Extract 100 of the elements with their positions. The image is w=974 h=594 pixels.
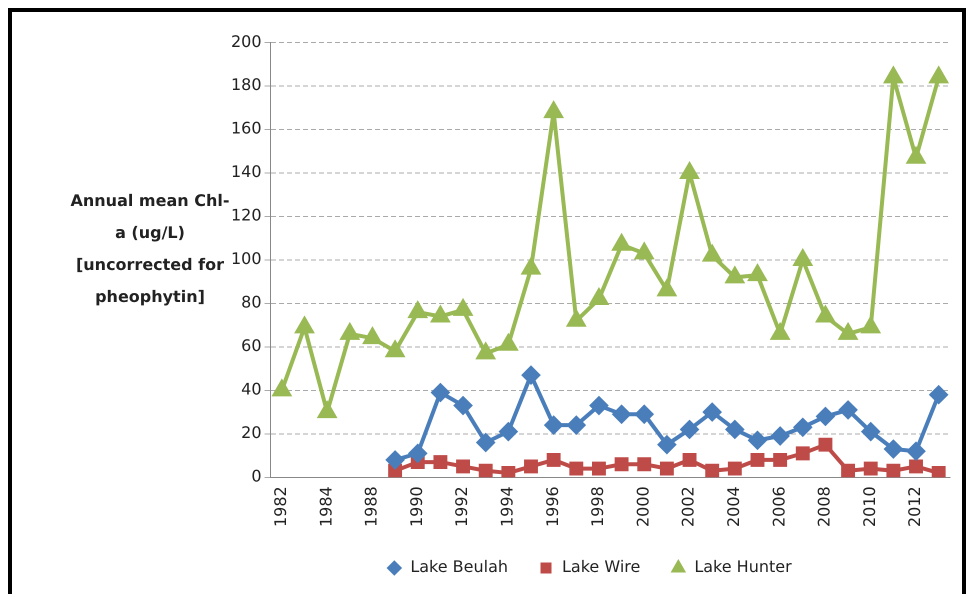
point	[682, 452, 696, 467]
point	[886, 464, 900, 478]
point	[635, 243, 654, 260]
point	[296, 317, 314, 334]
point	[703, 246, 722, 262]
point	[408, 302, 427, 318]
point	[612, 405, 631, 424]
point	[340, 324, 359, 340]
point	[862, 422, 880, 441]
point	[728, 462, 742, 476]
point	[614, 457, 629, 472]
x-tick-label: 2000	[633, 486, 652, 527]
x-tick-label: 1990	[406, 486, 426, 527]
point	[839, 400, 858, 419]
point	[272, 380, 291, 396]
point	[818, 438, 832, 452]
point	[864, 462, 878, 476]
point	[590, 396, 608, 415]
point	[816, 407, 834, 426]
point	[771, 324, 790, 340]
point	[907, 442, 926, 460]
y-tick-label: 120	[230, 206, 262, 225]
point	[839, 324, 858, 340]
x-tick-label: 1994	[498, 486, 517, 527]
point	[816, 306, 834, 322]
point	[569, 462, 584, 476]
point	[524, 459, 538, 474]
point	[522, 366, 540, 384]
point	[680, 163, 698, 180]
y-tick-label: 20	[241, 422, 262, 442]
x-tick-label: 1988	[362, 486, 381, 527]
x-tick-label: 1984	[316, 486, 336, 527]
point	[680, 420, 699, 438]
x-tick-label: 2012	[905, 486, 924, 527]
point	[544, 416, 563, 434]
x-tick-label: 2010	[860, 486, 879, 527]
point	[386, 341, 404, 358]
point	[318, 402, 336, 418]
point	[386, 450, 404, 469]
point	[660, 462, 674, 476]
point	[567, 310, 586, 327]
point	[750, 452, 764, 467]
point	[748, 431, 766, 450]
x-tick-label: 1998	[588, 486, 608, 527]
point	[592, 462, 606, 476]
y-tick-label: 60	[241, 336, 262, 356]
point	[748, 265, 766, 282]
point	[499, 422, 518, 441]
point	[726, 420, 744, 438]
point	[546, 452, 561, 467]
point	[930, 386, 948, 404]
point	[658, 280, 676, 296]
point	[907, 148, 925, 164]
point	[478, 464, 493, 478]
legend-label: Lake Beulah	[410, 557, 508, 576]
point	[567, 416, 586, 434]
point	[796, 446, 810, 460]
point	[431, 384, 450, 402]
point	[862, 317, 880, 334]
point	[658, 436, 676, 454]
point	[408, 444, 427, 462]
y-axis-title: Annual mean Chl-a (ug/L) [uncorrected for pheophytin]	[70, 190, 230, 308]
point	[612, 234, 631, 251]
point	[705, 464, 720, 478]
x-tick-label: 2008	[814, 486, 834, 527]
x-tick-label: 2006	[769, 486, 788, 527]
point	[476, 434, 495, 452]
point	[431, 306, 450, 322]
point	[433, 455, 448, 470]
point	[635, 405, 654, 424]
x-tick-label: 2002	[678, 486, 698, 527]
y-tick-label: 180	[230, 75, 262, 94]
point	[364, 328, 382, 344]
point	[726, 267, 744, 284]
y-tick-label: 80	[241, 292, 262, 312]
point	[454, 396, 472, 415]
x-tick-label: 1996	[542, 486, 562, 527]
y-tick-label: 100	[230, 249, 262, 268]
y-tick-label: 40	[241, 380, 262, 398]
x-tick-label: 1982	[271, 486, 290, 527]
point	[773, 452, 788, 467]
x-tick-label: 1992	[452, 486, 472, 527]
y-tick-label: 200	[230, 32, 262, 51]
point	[522, 258, 540, 275]
legend-label: Lake Hunter	[694, 557, 792, 576]
point	[703, 403, 722, 422]
point	[771, 426, 790, 445]
point	[794, 250, 812, 266]
y-tick-label: 0	[251, 466, 262, 486]
point	[499, 334, 518, 351]
point	[637, 457, 652, 472]
point	[884, 440, 902, 458]
point	[456, 459, 470, 474]
point	[909, 459, 923, 474]
x-tick-label: 2004	[724, 486, 743, 527]
point	[590, 289, 608, 306]
point	[476, 343, 495, 360]
y-tick-label: 160	[230, 118, 262, 138]
legend-label: Lake Wire	[562, 557, 640, 576]
point	[454, 300, 472, 316]
